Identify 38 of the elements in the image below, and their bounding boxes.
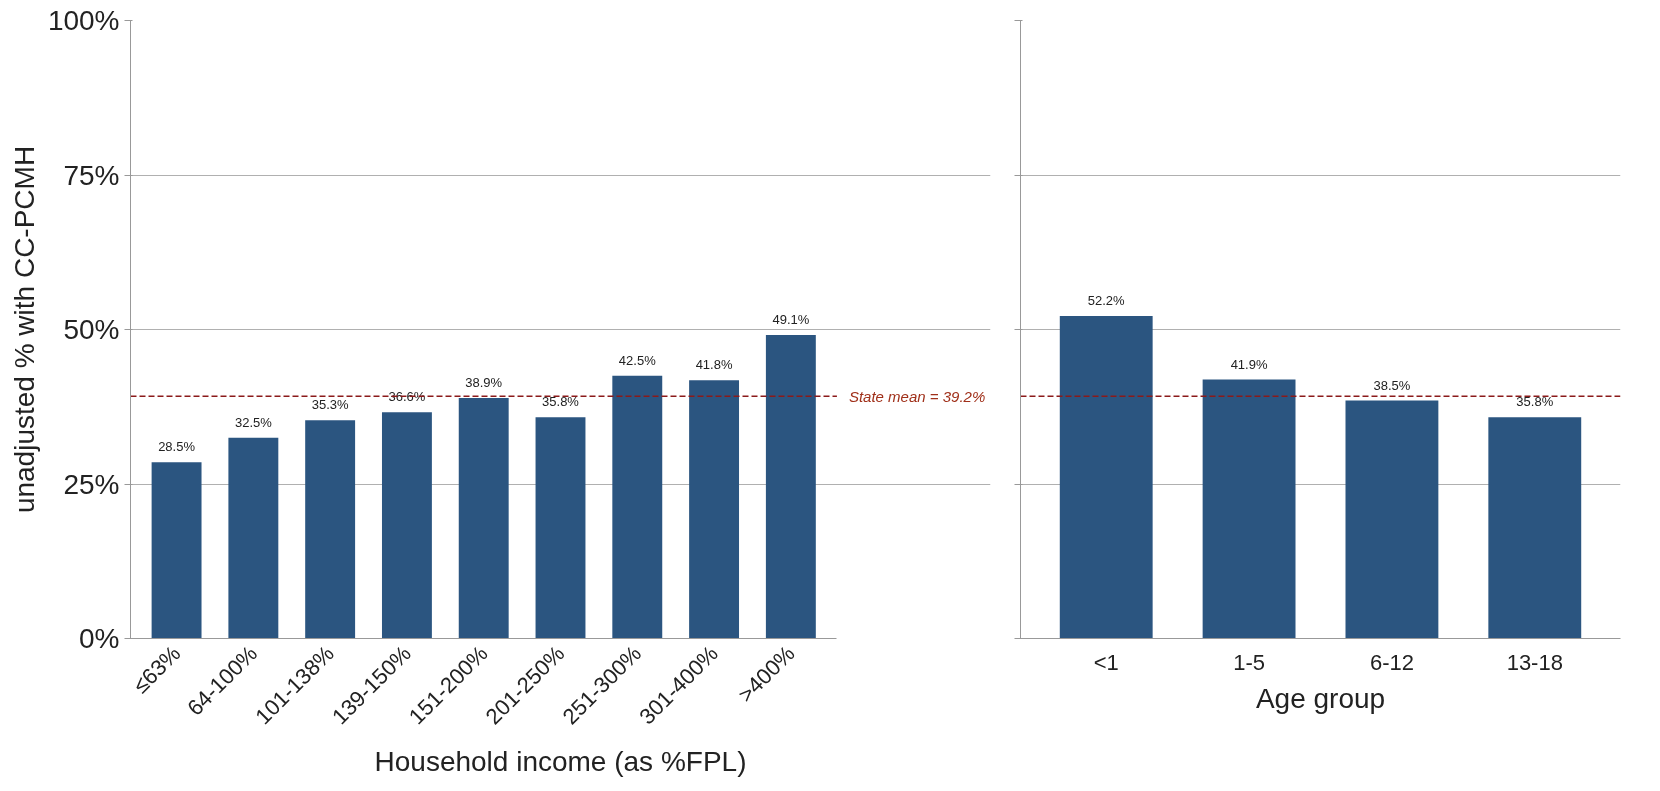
bar [1345, 400, 1439, 639]
bar [689, 380, 740, 639]
bar [535, 417, 586, 639]
bar [1059, 315, 1153, 639]
data-label: 35.3% [311, 397, 350, 413]
bar [1488, 417, 1582, 639]
bar [381, 412, 432, 639]
y-tick-label: 25% [63, 468, 120, 500]
data-label: 41.9% [1230, 356, 1268, 372]
bar [228, 437, 279, 639]
x-tick-label: 6-12 [1369, 649, 1414, 675]
bar [305, 420, 356, 639]
y-tick-label: 50% [63, 314, 120, 345]
data-label: 35.8% [1516, 394, 1554, 410]
y-tick-label: 100% [47, 5, 120, 36]
y-tick-label: 75% [63, 159, 120, 191]
data-label: 41.8% [695, 357, 733, 373]
bar [458, 398, 509, 639]
x-tick-label: 1-5 [1233, 649, 1265, 675]
bar [151, 462, 202, 639]
x-axis-title: Household income (as %FPL) [374, 746, 747, 778]
data-label: 49.1% [772, 312, 810, 328]
data-label: 32.5% [234, 414, 273, 430]
y-axis-title: unadjusted % with CC-PCMH [8, 145, 40, 514]
x-tick-label: <1 [1093, 649, 1119, 675]
data-label: 42.5% [618, 352, 657, 368]
x-axis-title: Age group [1255, 682, 1386, 714]
y-tick-label: 0% [79, 623, 120, 654]
data-label: 35.8% [542, 394, 580, 410]
data-label: 28.5% [158, 439, 196, 455]
data-label: 38.5% [1373, 377, 1411, 393]
bar [1202, 379, 1296, 639]
x-tick-label: 13-18 [1506, 649, 1563, 675]
data-label: 52.2% [1087, 292, 1126, 308]
bar [612, 375, 663, 639]
data-label: 38.9% [465, 375, 503, 391]
bar [765, 335, 816, 639]
ref-line-label: State mean = 39.2% [848, 387, 986, 405]
